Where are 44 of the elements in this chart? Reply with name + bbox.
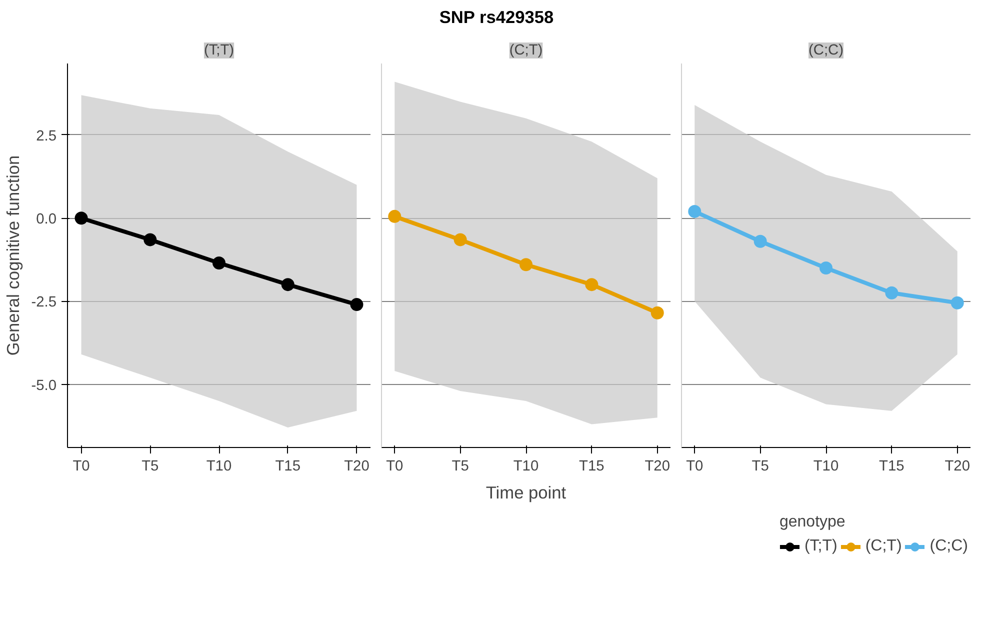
legend-label: (C;C) [930, 537, 968, 556]
y-tick-label: 2.5 [36, 128, 56, 144]
x-tick-label: T10 [513, 458, 539, 474]
x-tick-label: T0 [386, 458, 404, 474]
y-tick-label: -5.0 [31, 378, 57, 394]
point [388, 210, 402, 223]
x-tick-label: T10 [206, 458, 232, 474]
y-tick-label: -2.5 [31, 294, 57, 310]
point [74, 211, 88, 224]
point [688, 204, 702, 218]
x-tick-label: T20 [944, 458, 970, 474]
legend-label: (C;T) [865, 537, 902, 556]
x-tick-label: T10 [813, 458, 839, 474]
point [950, 296, 964, 310]
point [520, 258, 532, 271]
legend-title: genotype [779, 513, 846, 532]
x-tick-label: T0 [686, 458, 704, 474]
x-axis-title: Time point [486, 482, 566, 502]
point [212, 256, 226, 270]
y-tick-label: 0.0 [36, 211, 56, 228]
x-tick-label: T15 [275, 458, 300, 474]
point [144, 232, 157, 246]
point [885, 286, 898, 300]
x-tick-label: T5 [452, 458, 469, 474]
point [754, 234, 767, 248]
point [454, 232, 467, 246]
x-tick-label: T20 [644, 458, 670, 474]
x-tick-label: T15 [879, 458, 904, 474]
legend-label: (T;T) [804, 537, 838, 556]
point [650, 306, 664, 320]
x-tick-label: T5 [142, 458, 159, 474]
x-tick-label: T20 [344, 458, 370, 474]
chart-subtitle: (T;T) [204, 42, 234, 58]
point [585, 278, 598, 291]
point [281, 278, 294, 291]
x-tick-label: T15 [579, 458, 604, 474]
point [350, 298, 364, 311]
x-tick-label: T5 [752, 458, 769, 474]
chart-subtitle: (C;C) [808, 42, 844, 58]
chart-subtitle: (C;T) [509, 42, 543, 58]
y-axis-title: General cognitive function [3, 155, 24, 356]
x-tick-label: T0 [72, 458, 90, 474]
chart-title: SNP rs429358 [439, 6, 554, 29]
point [820, 261, 832, 274]
